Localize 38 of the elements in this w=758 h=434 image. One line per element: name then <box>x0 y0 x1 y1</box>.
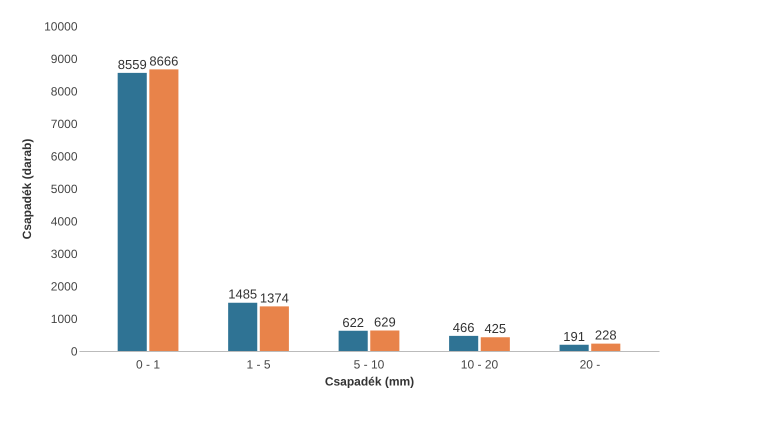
y-tick-label: 7000 <box>50 117 78 131</box>
y-tick-label: 2000 <box>50 280 78 294</box>
bar <box>560 344 589 351</box>
data-label: 425 <box>484 321 506 336</box>
data-label: 466 <box>452 320 475 335</box>
bar <box>449 336 478 351</box>
data-label: 622 <box>342 314 364 330</box>
x-tick-label: 20 - <box>580 358 600 372</box>
y-tick-label: 10000 <box>44 20 78 34</box>
data-label: 191 <box>563 328 585 344</box>
bar <box>118 72 147 351</box>
data-label: 8559 <box>118 56 147 72</box>
bar <box>260 306 289 351</box>
x-tick-label: 0 - 1 <box>136 358 160 372</box>
data-label: 228 <box>594 328 617 343</box>
x-axis-title: Csapadék (mm) <box>324 374 414 388</box>
y-tick-label: 5000 <box>50 182 78 196</box>
y-tick-label: 9000 <box>50 52 78 66</box>
y-tick-label: 1000 <box>50 312 78 326</box>
y-tick-label: 4000 <box>50 214 78 228</box>
data-label: 8666 <box>149 53 178 68</box>
data-label: 1374 <box>260 290 289 306</box>
bar <box>480 337 510 351</box>
bar <box>149 69 178 351</box>
y-axis-title: Csapadék (darab) <box>20 138 34 240</box>
x-tick-label: 5 - 10 <box>354 358 385 372</box>
bar <box>338 330 368 351</box>
data-label: 1485 <box>228 286 258 302</box>
y-tick-label: 3000 <box>50 247 78 261</box>
y-tick-label: 0 <box>70 344 78 358</box>
x-tick-label: 1 - 5 <box>246 358 271 372</box>
data-label: 629 <box>374 314 396 330</box>
bar <box>370 330 400 351</box>
y-tick-label: 6000 <box>50 150 78 164</box>
bar <box>228 302 258 351</box>
y-tick-label: 8000 <box>50 84 78 98</box>
x-tick-label: 10 - 20 <box>460 358 498 372</box>
bar <box>591 344 620 351</box>
